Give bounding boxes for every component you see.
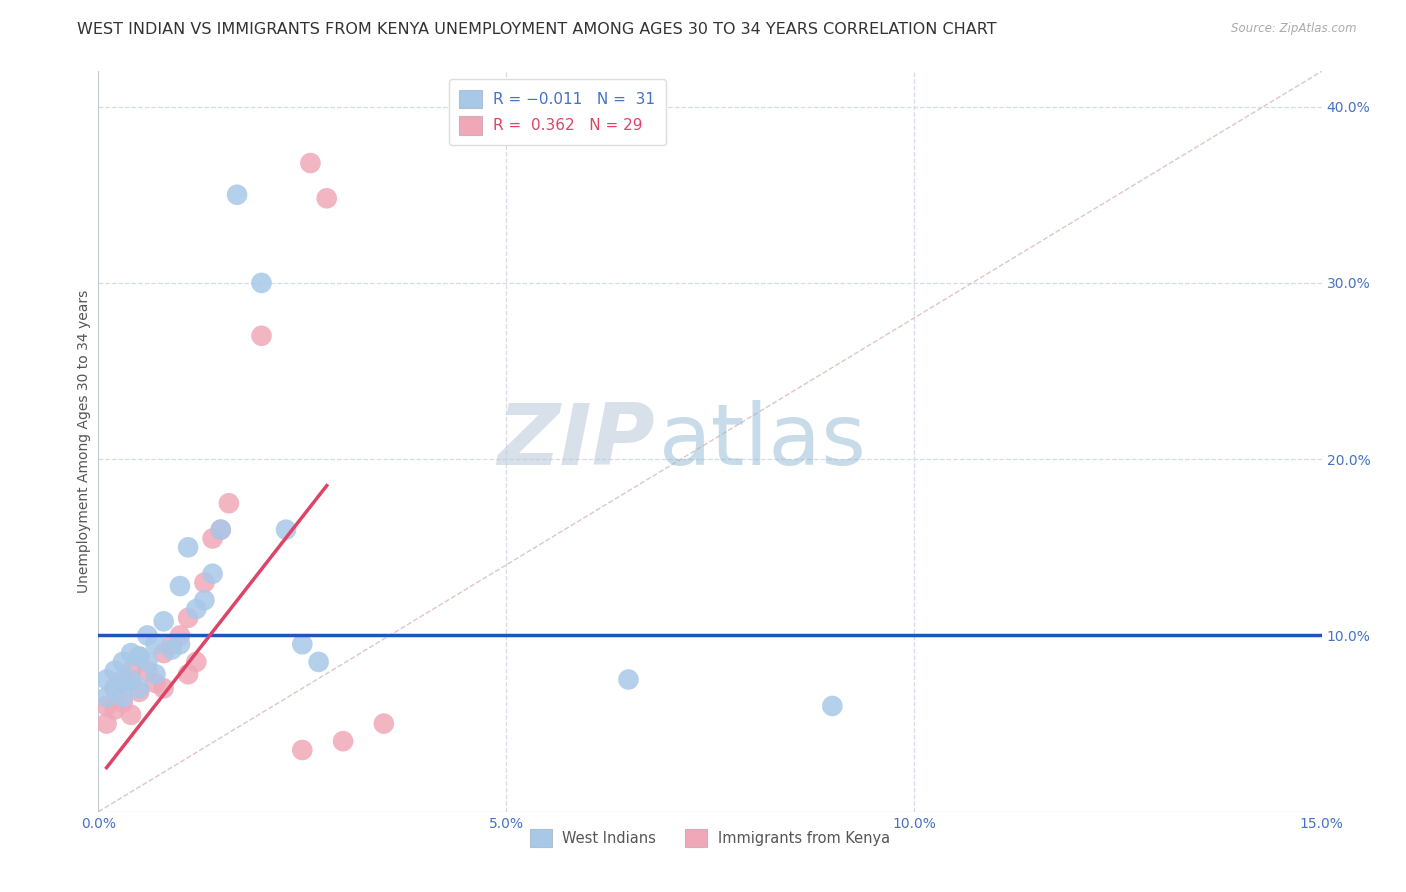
Point [152,646,174,660]
Point [169,628,191,642]
Y-axis label: Unemployment Among Ages 30 to 34 years: Unemployment Among Ages 30 to 34 years [77,290,91,593]
Point [96,716,118,731]
Point [291,743,314,757]
Text: atlas: atlas [658,400,866,483]
Point [186,655,208,669]
Point [201,566,224,581]
Text: WEST INDIAN VS IMMIGRANTS FROM KENYA UNEMPLOYMENT AMONG AGES 30 TO 34 YEARS CORR: WEST INDIAN VS IMMIGRANTS FROM KENYA UNE… [77,22,997,37]
Point [145,667,167,681]
Point [120,673,142,687]
Point [120,707,142,722]
Point [291,637,314,651]
Point [315,191,337,205]
Point [617,673,640,687]
Point [186,602,208,616]
Point [104,702,127,716]
Point [274,523,297,537]
Point [226,187,249,202]
Point [152,681,174,696]
Point [177,611,200,625]
Point [193,575,215,590]
Point [128,685,150,699]
Legend: West Indians, Immigrants from Kenya: West Indians, Immigrants from Kenya [524,823,896,853]
Point [111,673,134,687]
Point [136,628,159,642]
Point [128,649,150,664]
Point [120,664,142,678]
Point [821,698,844,713]
Point [308,655,330,669]
Point [111,690,134,705]
Point [160,637,183,651]
Point [128,649,150,664]
Text: Source: ZipAtlas.com: Source: ZipAtlas.com [1232,22,1357,36]
Point [299,156,322,170]
Point [96,673,118,687]
Point [96,690,118,705]
Point [136,664,159,678]
Point [193,593,215,607]
Point [169,579,191,593]
Point [111,676,134,690]
Point [250,328,273,343]
Point [218,496,240,510]
Point [209,523,232,537]
Point [145,676,167,690]
Point [111,695,134,709]
Point [111,655,134,669]
Point [209,523,232,537]
Point [145,637,167,651]
Point [250,276,273,290]
Point [169,637,191,651]
Point [136,655,159,669]
Point [373,716,395,731]
Point [152,615,174,629]
Point [96,698,118,713]
Point [120,646,142,660]
Point [201,532,224,546]
Point [128,681,150,696]
Point [332,734,354,748]
Text: ZIP: ZIP [498,400,655,483]
Point [160,642,183,657]
Point [104,664,127,678]
Point [177,541,200,555]
Point [177,667,200,681]
Point [104,681,127,696]
Point [104,681,127,696]
